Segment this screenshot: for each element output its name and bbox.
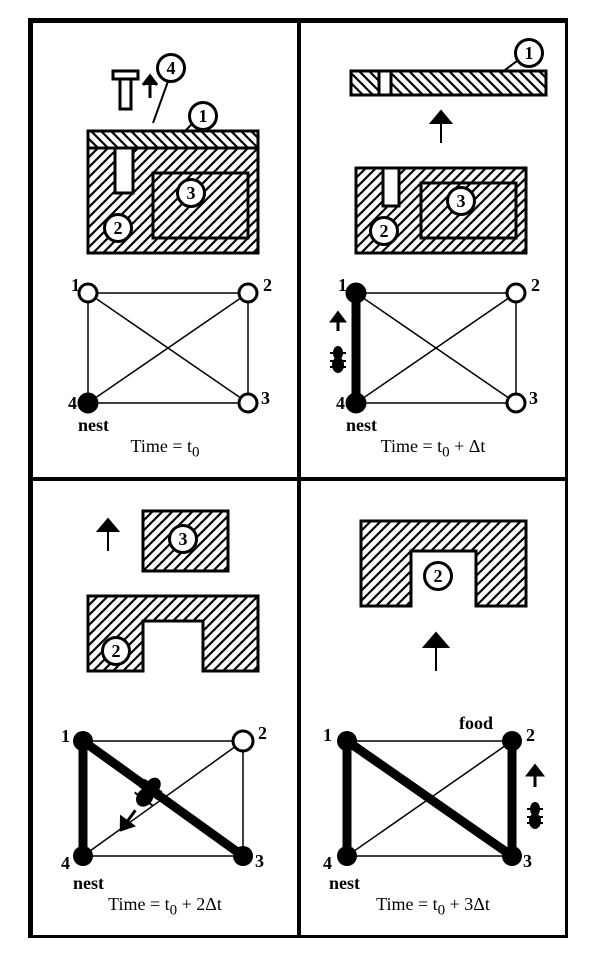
panel-t0: 4 1 3 2 1 2 3 4 nest Time = t0	[31, 21, 299, 479]
nest-label-tr: nest	[346, 415, 377, 436]
caption-tr: Time = t0 + Δt	[381, 436, 486, 462]
panel-t0-2dt: 3 2 1 2	[31, 479, 299, 937]
enclosure-label-2-br: 2	[423, 561, 453, 591]
enclosure-label-3-bl-text: 3	[179, 529, 188, 550]
node-2-label-br: 2	[526, 725, 535, 746]
graph-br	[307, 721, 557, 881]
caption-tl: Time = t0	[130, 436, 199, 462]
graph-tr	[316, 273, 556, 423]
enclosure-bl	[33, 481, 301, 741]
node-4-label-bl: 4	[61, 853, 70, 874]
node-4-label-tl: 4	[68, 393, 77, 414]
enclosure-label-1-tr: 1	[514, 38, 544, 68]
panel-t0-dt: 1 3 2	[299, 21, 567, 479]
enclosure-br	[301, 481, 569, 741]
graph-bl	[43, 721, 283, 881]
enclosure-label-3-bl: 3	[168, 524, 198, 554]
enclosure-label-3-tr-text: 3	[457, 191, 466, 212]
enclosure-label-3-tr: 3	[446, 186, 476, 216]
enclosure-label-2-tr: 2	[369, 216, 399, 246]
node-1-label-tl: 1	[71, 275, 80, 296]
node-1-label-br: 1	[323, 725, 332, 746]
food-label-br: food	[459, 713, 493, 734]
nest-label-tl: nest	[78, 415, 109, 436]
caption-br: Time = t0 + 3Δt	[376, 894, 490, 920]
enclosure-label-2-tl-text: 2	[114, 218, 123, 239]
caption-bl: Time = t0 + 2Δt	[108, 894, 222, 920]
node-1-label-tr: 1	[338, 275, 347, 296]
enclosure-label-3-tl-text: 3	[187, 183, 196, 204]
node-1-label-bl: 1	[61, 726, 70, 747]
node-4-label-br: 4	[323, 853, 332, 874]
enclosure-label-2-br-text: 2	[434, 566, 443, 587]
panel-t0-3dt: 2 1 2 3	[299, 479, 567, 937]
enclosure-label-2-tl: 2	[103, 213, 133, 243]
enclosure-label-2-bl: 2	[101, 636, 131, 666]
node-2-label-bl: 2	[258, 723, 267, 744]
enclosure-label-1-text: 1	[199, 106, 208, 127]
node-2-label-tl: 2	[263, 275, 272, 296]
graph-tl	[48, 273, 288, 423]
enclosure-label-1: 1	[188, 101, 218, 131]
node-3-label-tl: 3	[261, 388, 270, 409]
enclosure-label-2-bl-text: 2	[112, 641, 121, 662]
enclosure-label-3-tl: 3	[176, 178, 206, 208]
node-3-label-tr: 3	[529, 388, 538, 409]
nest-label-br: nest	[329, 873, 360, 894]
figure-frame: 4 1 3 2 1 2 3 4 nest Time = t0	[28, 18, 568, 938]
node-4-label-tr: 4	[336, 393, 345, 414]
node-3-label-bl: 3	[255, 851, 264, 872]
enclosure-label-4-text: 4	[167, 58, 176, 79]
enclosure-label-1-tr-text: 1	[525, 43, 534, 64]
enclosure-label-4: 4	[156, 53, 186, 83]
enclosure-label-2-tr-text: 2	[380, 221, 389, 242]
node-2-label-tr: 2	[531, 275, 540, 296]
node-3-label-br: 3	[523, 851, 532, 872]
nest-label-bl: nest	[73, 873, 104, 894]
